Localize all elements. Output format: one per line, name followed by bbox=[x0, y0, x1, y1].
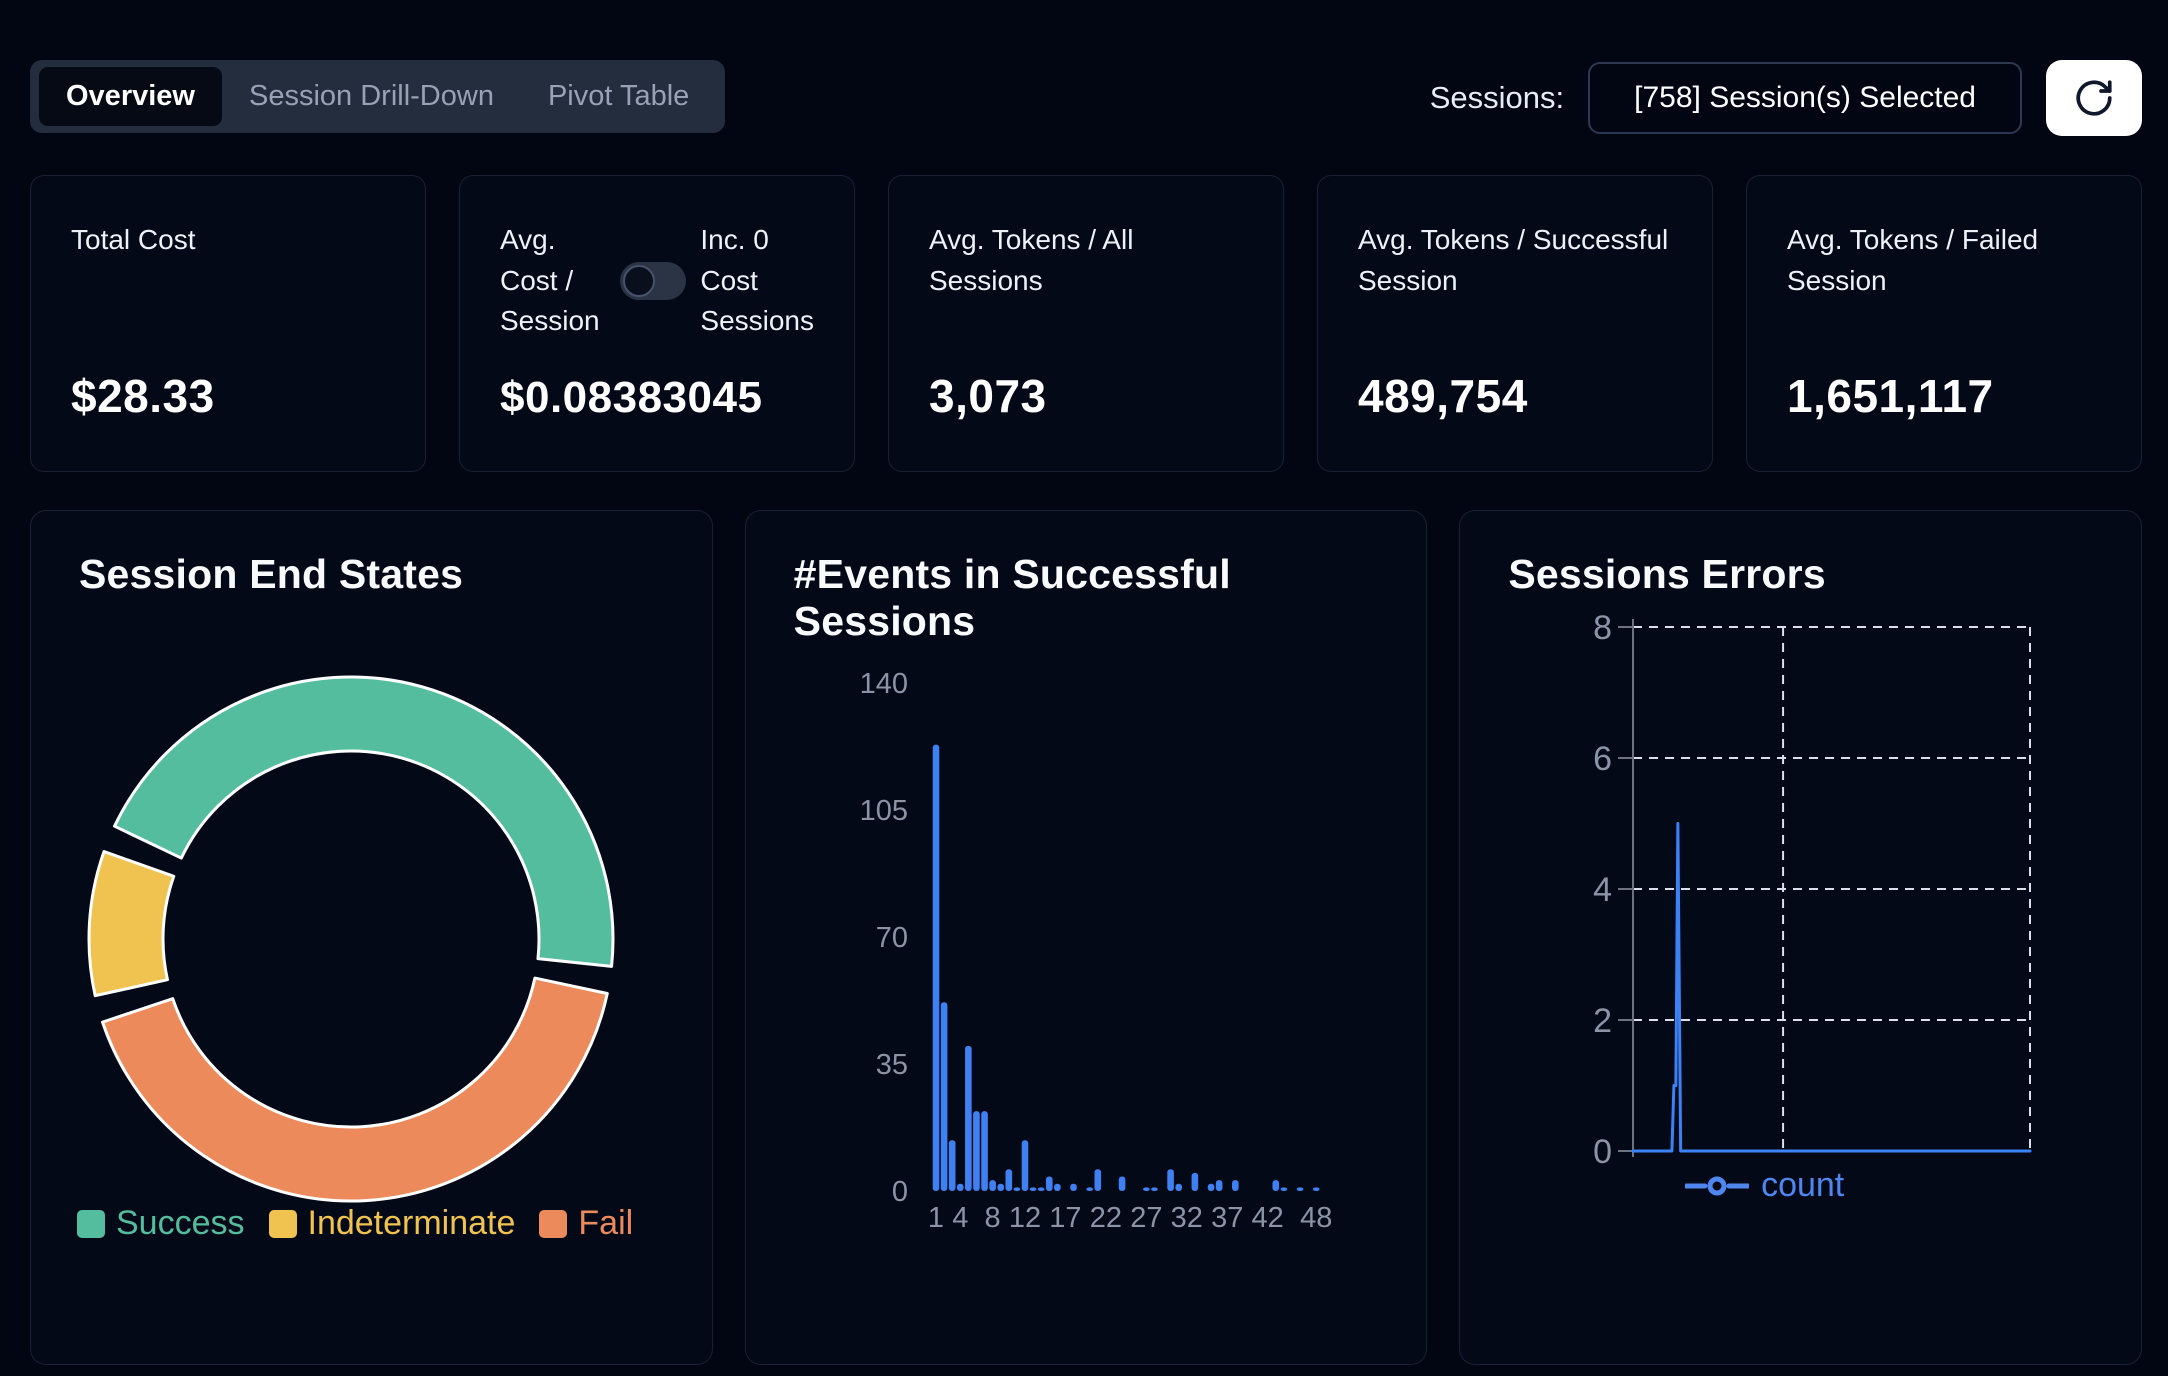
svg-text:140: 140 bbox=[859, 668, 907, 700]
stat-card-avg-tokens-all: Avg. Tokens / All Sessions 3,073 bbox=[888, 175, 1284, 472]
legend-swatch bbox=[77, 1209, 105, 1238]
legend-item-indeterminate: Indeterminate bbox=[268, 1204, 516, 1243]
tab-bar: Overview Session Drill-Down Pivot Table bbox=[30, 60, 726, 133]
tab-overview[interactable]: Overview bbox=[39, 67, 222, 126]
stat-label: Avg. Tokens / All Sessions bbox=[929, 224, 1134, 296]
svg-text:12: 12 bbox=[1009, 1202, 1041, 1234]
refresh-button[interactable] bbox=[2046, 60, 2142, 136]
sessions-errors-card: Sessions Errors 0 2 4 6 8 count bbox=[1459, 510, 2142, 1365]
svg-text:4: 4 bbox=[1593, 871, 1612, 909]
donut-chart-title: Session End States bbox=[79, 551, 464, 597]
legend-item-fail: Fail bbox=[539, 1204, 633, 1243]
stat-value: $0.08383045 bbox=[500, 373, 763, 422]
tab-pivot-table[interactable]: Pivot Table bbox=[547, 80, 690, 112]
svg-text:0: 0 bbox=[1593, 1133, 1612, 1171]
count-series-marker-icon bbox=[1685, 1176, 1750, 1195]
stat-label: Avg. Tokens / Failed Session bbox=[1787, 224, 2039, 296]
stat-value: $28.33 bbox=[71, 370, 215, 422]
svg-text:32: 32 bbox=[1170, 1202, 1202, 1234]
chart-cards-row: Session End States Success Indeterminate F… bbox=[30, 510, 2142, 1365]
bar-chart-title: #Events in Successful Sessions bbox=[793, 551, 1231, 645]
stat-card-avg-cost-session: Avg. Cost / Session Inc. 0 Cost Sessions… bbox=[459, 175, 855, 472]
sessions-errors-line-chart[interactable]: 0 2 4 6 8 bbox=[1460, 511, 2142, 1365]
legend-label: Indeterminate bbox=[307, 1204, 516, 1242]
sessions-control: Sessions: [758] Session(s) Selected bbox=[1430, 60, 2142, 136]
stat-label: Total Cost bbox=[71, 224, 196, 255]
svg-text:2: 2 bbox=[1593, 1002, 1612, 1040]
refresh-icon bbox=[2076, 80, 2112, 116]
events-histogram-card: #Events in Successful Sessions 0 35 70 105 1… bbox=[744, 510, 1428, 1365]
legend-swatch bbox=[539, 1209, 568, 1238]
stat-cards-row: Total Cost $28.33 Avg. Cost / Session In… bbox=[30, 175, 2142, 472]
line-chart-legend: count bbox=[1460, 1166, 2105, 1205]
toggle-right-label: Inc. 0 Cost Sessions bbox=[700, 224, 815, 337]
toggle-knob bbox=[623, 264, 656, 297]
svg-text:37: 37 bbox=[1211, 1202, 1243, 1234]
stat-value: 489,754 bbox=[1358, 370, 1528, 422]
legend-swatch bbox=[268, 1209, 297, 1238]
sessions-selector[interactable]: [758] Session(s) Selected bbox=[1588, 62, 2022, 134]
stat-card-total-cost: Total Cost $28.33 bbox=[30, 175, 426, 472]
svg-text:4: 4 bbox=[952, 1202, 968, 1234]
sessions-label: Sessions: bbox=[1429, 80, 1565, 115]
legend-label: Success bbox=[116, 1204, 245, 1242]
svg-text:48: 48 bbox=[1300, 1202, 1332, 1234]
svg-text:17: 17 bbox=[1049, 1202, 1081, 1234]
svg-text:1: 1 bbox=[928, 1202, 944, 1234]
session-end-states-donut-chart[interactable] bbox=[31, 511, 713, 1365]
svg-text:70: 70 bbox=[875, 922, 907, 954]
toggle-include-zero-cost-sessions[interactable] bbox=[620, 261, 687, 300]
svg-text:35: 35 bbox=[875, 1049, 907, 1081]
svg-text:8: 8 bbox=[984, 1202, 1000, 1234]
top-bar: Overview Session Drill-Down Pivot Table … bbox=[30, 60, 2142, 136]
stat-label: Avg. Cost / Session bbox=[500, 224, 600, 337]
line-legend-label: count bbox=[1761, 1166, 1845, 1204]
stat-label: Avg. Tokens / Successful Session bbox=[1358, 224, 1669, 296]
svg-text:0: 0 bbox=[892, 1176, 908, 1208]
svg-text:105: 105 bbox=[859, 795, 907, 827]
session-end-states-card: Session End States Success Indeterminate F… bbox=[30, 510, 713, 1365]
tab-session-drill-down[interactable]: Session Drill-Down bbox=[248, 80, 494, 112]
svg-text:22: 22 bbox=[1089, 1202, 1121, 1234]
svg-text:27: 27 bbox=[1130, 1202, 1162, 1234]
svg-text:6: 6 bbox=[1593, 740, 1612, 778]
stat-card-avg-tokens-successful: Avg. Tokens / Successful Session 489,754 bbox=[1317, 175, 1713, 472]
stat-value: 3,073 bbox=[929, 370, 1047, 422]
stat-card-avg-tokens-failed: Avg. Tokens / Failed Session 1,651,117 bbox=[1746, 175, 2142, 472]
stat-value: 1,651,117 bbox=[1787, 370, 1994, 422]
avg-cost-header: Avg. Cost / Session Inc. 0 Cost Sessions bbox=[500, 220, 814, 342]
svg-text:8: 8 bbox=[1593, 609, 1612, 647]
line-chart-title: Sessions Errors bbox=[1508, 551, 1826, 597]
legend-item-success: Success bbox=[77, 1204, 245, 1243]
donut-legend: Success Indeterminate Fail bbox=[77, 1204, 633, 1243]
svg-text:42: 42 bbox=[1251, 1202, 1283, 1234]
legend-label: Fail bbox=[578, 1204, 634, 1242]
